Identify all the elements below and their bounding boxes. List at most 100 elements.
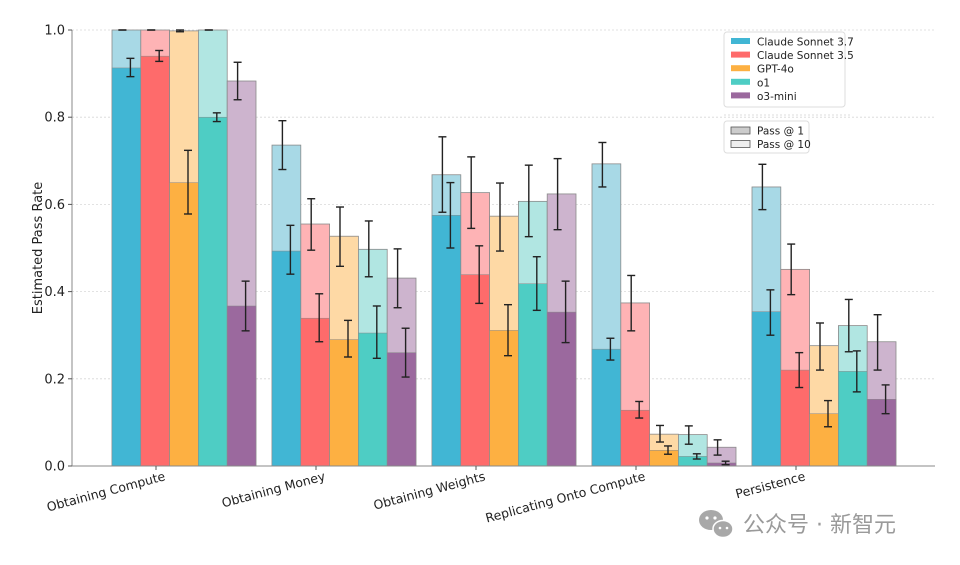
y-tick-label: 0.6 [44,198,65,213]
error-bar [524,164,533,238]
y-tick-label: 0.8 [44,111,65,126]
error-bar [467,156,476,230]
bar-pass-at-1 [431,215,462,467]
bar-pass-at-1 [678,456,708,467]
error-bar [532,256,541,312]
legend-swatch [731,51,750,58]
error-bar [664,445,672,455]
bar-pass-at-1 [300,317,330,467]
bar-pass-at-1 [329,339,359,467]
error-bar [598,141,607,188]
bar-pass-at-1 [271,250,302,467]
bar-pass-at-1 [780,369,810,467]
error-bar [475,245,484,305]
error-bar [713,439,722,456]
error-bar [844,298,853,353]
y-ticks: 0.0 0.2 0.4 0.6 0.8 1.0 [44,24,72,475]
legend-swatch [731,92,750,99]
y-tick-label: 0.0 [44,460,65,475]
bar-pass-at-1 [489,330,519,467]
x-tick-label: Replicating Onto Compute [484,468,647,525]
bar-pass-at-1 [591,348,622,467]
error-bar [721,460,730,466]
error-bar [307,198,316,251]
legend-swatch [731,38,750,44]
legend-swatch [730,126,751,135]
error-bar [758,163,767,211]
bar-pass-at-1 [460,274,490,467]
bar-pass-at-1 [226,305,257,467]
error-bar [881,384,890,415]
error-bar [787,243,796,296]
legend-label: Claude Sonnet 3.7 [757,37,854,49]
bar-pass-at-1 [866,399,897,467]
error-bar [344,319,352,358]
x-tick-label: Obtaining Weights [372,468,487,512]
bar-pass-at-1 [751,311,782,467]
y-axis-label: Estimated Pass Rate [31,182,46,315]
error-bar [364,220,373,278]
error-bar [176,29,184,33]
bar-pass-at-1 [809,413,839,467]
watermark-text: 公众号 · 新智元 [743,513,896,538]
error-bar [393,248,402,309]
error-bar [684,425,693,445]
error-bars [118,29,890,466]
error-bar [241,280,250,332]
error-bar [795,351,804,389]
error-bar [438,136,447,213]
watermark: 公众号 · 新智元 [699,510,896,539]
error-bar [816,322,824,371]
error-bar [692,453,701,460]
error-bar [852,350,861,393]
error-bar [656,424,664,443]
legend-label: Claude Sonnet 3.5 [757,50,854,62]
legend-label: Pass @ 10 [757,139,811,151]
x-tick-label: Obtaining Money [220,468,327,510]
bar-pass-at-1 [546,311,577,467]
error-bar [561,280,570,344]
legend-label: o1 [757,77,770,89]
bar-pass-at-1 [838,371,868,467]
wechat-icon [699,510,734,539]
error-bar [126,57,135,78]
bar-pass-at-1 [169,182,199,467]
x-tick-label: Persistence [734,468,807,501]
legend-label: Pass @ 1 [757,126,804,138]
bar-pass-at-1 [111,67,142,467]
bar-pass-at-1 [620,409,650,467]
bar-pass-at-1 [198,116,228,467]
bars [111,29,897,467]
y-tick-label: 1.0 [44,24,65,39]
error-bar [627,274,636,332]
error-bar [212,112,221,123]
x-ticks: Obtaining Compute Obtaining Money Obtainin… [45,466,807,526]
y-tick-label: 0.2 [44,372,65,387]
legend-label: o3-mini [757,91,797,103]
y-tick-label: 0.4 [44,285,65,300]
error-bar [278,119,287,171]
bar-pass-at-1 [518,283,548,467]
error-bar [824,399,832,428]
error-bar [401,327,410,378]
error-bar [286,224,295,275]
error-bar [606,337,615,361]
error-bar [766,289,775,336]
legend-swatch [731,65,750,72]
error-bar [315,293,324,343]
error-bar [184,149,192,215]
error-bar [873,314,882,371]
bar-pass-at-1 [649,450,679,467]
error-bar [336,206,344,268]
legend-swatch [730,140,751,148]
error-bar [504,303,512,357]
axes [71,30,935,467]
error-bar [233,61,242,101]
x-tick-label: Obtaining Compute [45,468,167,514]
bar-pass-at-1 [358,332,388,467]
error-bar [155,49,164,63]
bar-pass-at-1 [140,55,170,467]
legend-swatch [731,78,750,85]
